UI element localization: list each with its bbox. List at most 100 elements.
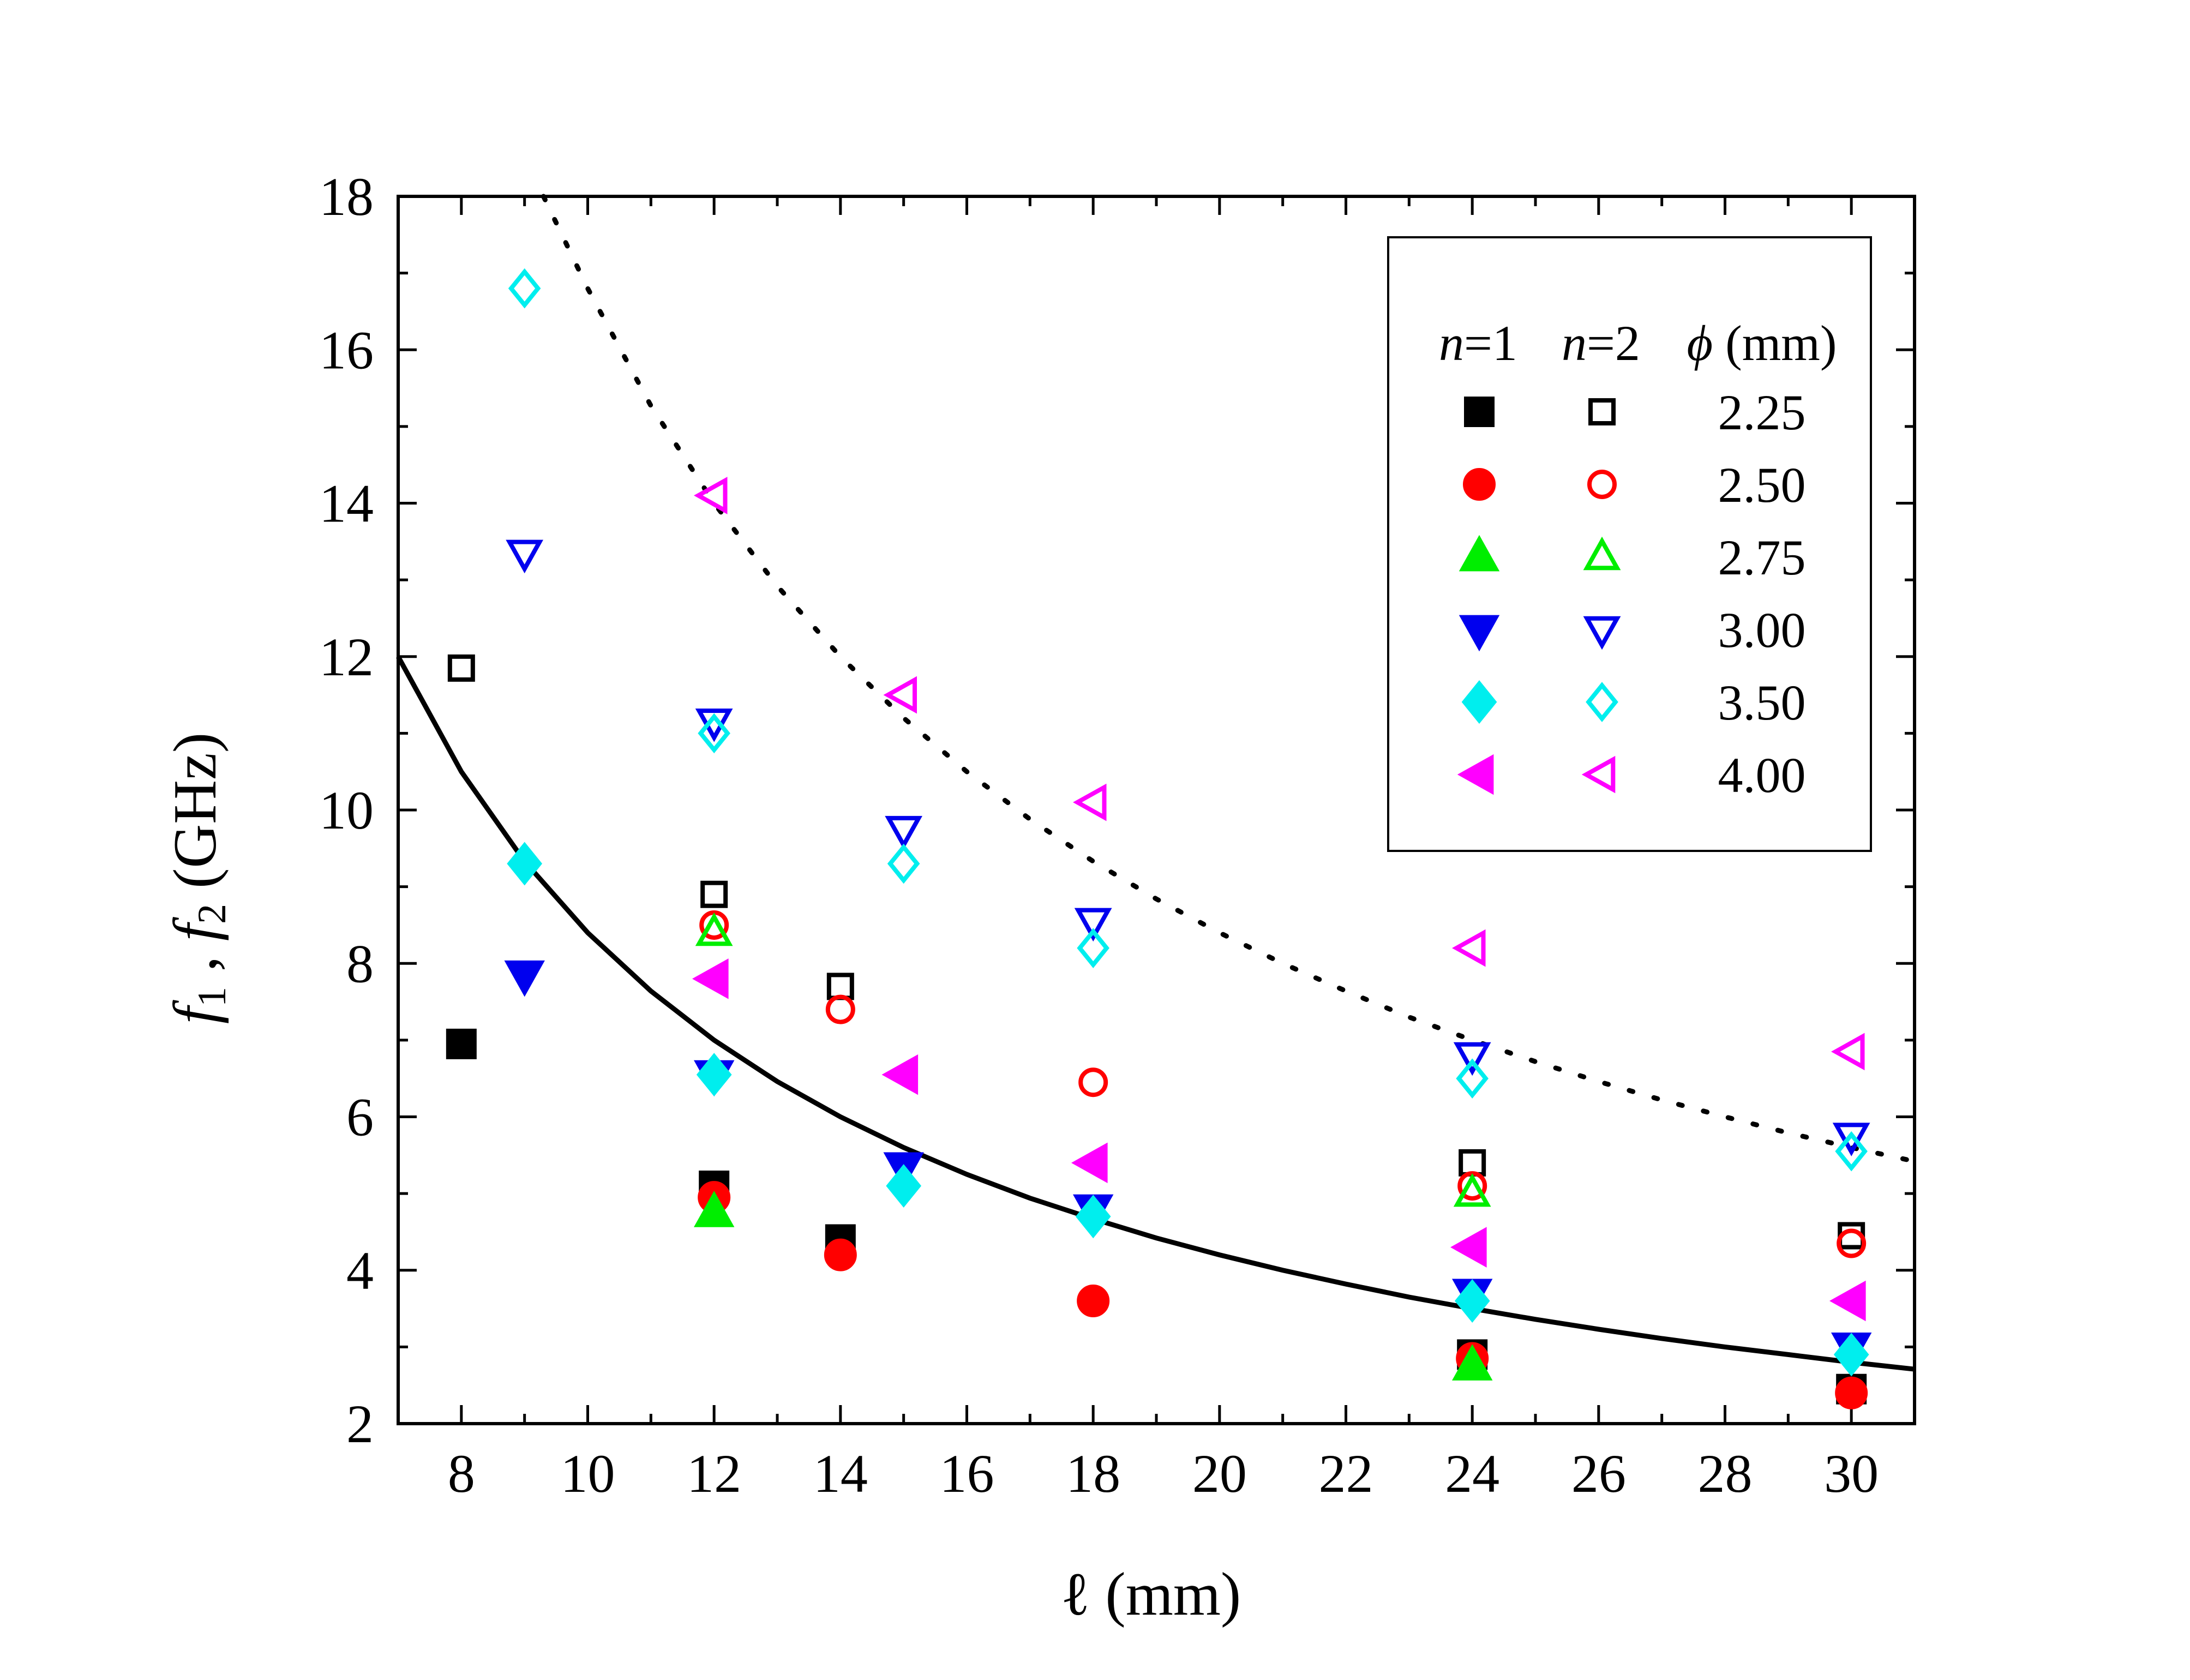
y-tick-label: 8 [346, 933, 374, 994]
data-point-3_50-n1 [507, 842, 543, 886]
x-axis-label: ℓ (mm) [1061, 1561, 1241, 1628]
fit-n2-curve [541, 194, 1917, 1164]
y-tick-label: 10 [319, 780, 374, 841]
y-label-sep: , [161, 941, 229, 987]
x-tick-label: 8 [448, 1443, 475, 1504]
data-point-4_00-n1 [1450, 1227, 1487, 1268]
data-point-2_50-n2 [1078, 1067, 1108, 1097]
x-tick-label: 28 [1698, 1443, 1753, 1504]
legend-header-text: =1 [1464, 315, 1517, 371]
legend-marker-n1 [1459, 615, 1500, 652]
x-tick-label: 22 [1319, 1443, 1373, 1504]
data-point-2_50-n2 [825, 994, 855, 1024]
data-point-3_00-n2 [1453, 1042, 1491, 1076]
y-tick-label: 14 [319, 473, 374, 534]
data-point-3_00-n2 [1074, 908, 1112, 942]
legend-label: 2.75 [1718, 530, 1806, 585]
data-point-2_50-n2 [1837, 1228, 1867, 1258]
legend-marker-n1 [1457, 754, 1494, 795]
legend-header: ϕ (mm) [1687, 315, 1837, 371]
legend-header-text: (mm) [1713, 315, 1837, 371]
legend-header-var: n [1562, 315, 1587, 371]
legend-marker-n2 [1586, 682, 1618, 722]
y-tick-label: 4 [346, 1240, 374, 1301]
data-point-4_00-n2 [1452, 929, 1486, 967]
data-point-3_00-n2 [506, 539, 544, 574]
legend-header: n=2 [1562, 315, 1640, 371]
data-point-3_50-n1 [1075, 1195, 1111, 1239]
data-point-3_50-n2 [1077, 928, 1109, 968]
legend-label: 3.50 [1718, 675, 1806, 730]
data-point-2_25-n1 [446, 1028, 477, 1059]
legend-label: 2.50 [1718, 457, 1806, 513]
fit-curves [396, 194, 1917, 1372]
legend-marker-n1 [1463, 468, 1496, 501]
data-point-4_00-n1 [1071, 1142, 1108, 1184]
data-point-3_50-n2 [1456, 1058, 1489, 1099]
data-point-4_00-n2 [883, 676, 917, 714]
x-tick-label: 26 [1571, 1443, 1626, 1504]
data-point-2_50-n1 [1835, 1376, 1868, 1409]
x-tick-label: 16 [940, 1443, 994, 1504]
data-point-4_00-n2 [694, 477, 728, 514]
legend-header-text: =2 [1587, 315, 1640, 371]
data-point-3_00-n2 [1832, 1123, 1870, 1156]
legend-marker-n2 [1587, 470, 1617, 499]
data-point-3_00-n1 [504, 960, 545, 997]
data-point-3_50-n1 [1833, 1333, 1869, 1377]
data-point-3_50-n2 [698, 713, 730, 754]
data-point-2_75-n1 [1451, 1344, 1493, 1381]
data-point-4_00-n1 [692, 958, 729, 999]
y-label-unit: (GHz) [161, 733, 229, 904]
data-point-4_00-n2 [1073, 783, 1107, 821]
data-point-2_50-n1 [1077, 1285, 1110, 1317]
legend-marker-n2 [1581, 755, 1616, 794]
y-tick-label: 16 [319, 320, 374, 380]
data-point-4_00-n1 [881, 1054, 919, 1095]
data-point-2_75-n2 [695, 912, 733, 946]
data-point-3_50-n2 [887, 843, 920, 884]
legend-marker-n2 [1583, 616, 1621, 650]
legend-label: 3.00 [1718, 602, 1806, 658]
legend-marker-n2 [1583, 536, 1621, 571]
x-tick-label: 30 [1824, 1443, 1879, 1504]
data-point-3_50-n2 [1835, 1131, 1868, 1172]
legend-marker-n1 [1464, 397, 1495, 427]
legend-header-var: ϕ [1687, 315, 1713, 371]
x-tick-label: 14 [813, 1443, 868, 1504]
y-tick-label: 6 [346, 1087, 374, 1148]
data-points [446, 268, 1872, 1409]
data-point-4_00-n1 [1829, 1280, 1866, 1322]
data-point-2_75-n2 [1453, 1173, 1491, 1207]
y-tick-label: 12 [319, 627, 374, 687]
y-label-f2-sub: 2 [190, 904, 235, 924]
y-axis-label: f1 , f2 (GHz) [161, 733, 235, 1024]
legend-label: 4.00 [1718, 747, 1806, 803]
legend-label: 2.25 [1718, 385, 1806, 440]
x-tick-label: 12 [687, 1443, 741, 1504]
x-tick-label: 24 [1445, 1443, 1499, 1504]
y-label-f1-sub: 1 [190, 987, 235, 1007]
data-point-3_50-n2 [508, 268, 541, 309]
x-tick-label: 18 [1066, 1443, 1120, 1504]
x-tick-label: 10 [561, 1443, 615, 1504]
data-point-4_00-n2 [1831, 1033, 1865, 1071]
legend-box [1387, 236, 1872, 852]
data-point-2_50-n1 [824, 1238, 857, 1271]
y-tick-label: 2 [346, 1394, 374, 1454]
data-point-2_25-n2 [700, 880, 728, 908]
y-tick-label: 18 [319, 166, 374, 227]
legend-header: n=1 [1439, 315, 1517, 371]
data-point-3_00-n2 [885, 815, 923, 850]
legend: n=1 n=2 ϕ (mm)2.252.502.753.003.504.00 [1387, 236, 1872, 852]
legend-marker-n1 [1461, 680, 1497, 724]
data-point-3_50-n1 [696, 1053, 732, 1097]
data-point-3_50-n1 [1454, 1279, 1490, 1323]
legend-marker-n2 [1588, 398, 1616, 425]
fit-n1-curve [396, 655, 1915, 1372]
data-point-2_75-n1 [693, 1191, 735, 1227]
legend-header-var: n [1439, 315, 1464, 371]
data-point-3_50-n1 [886, 1164, 922, 1208]
